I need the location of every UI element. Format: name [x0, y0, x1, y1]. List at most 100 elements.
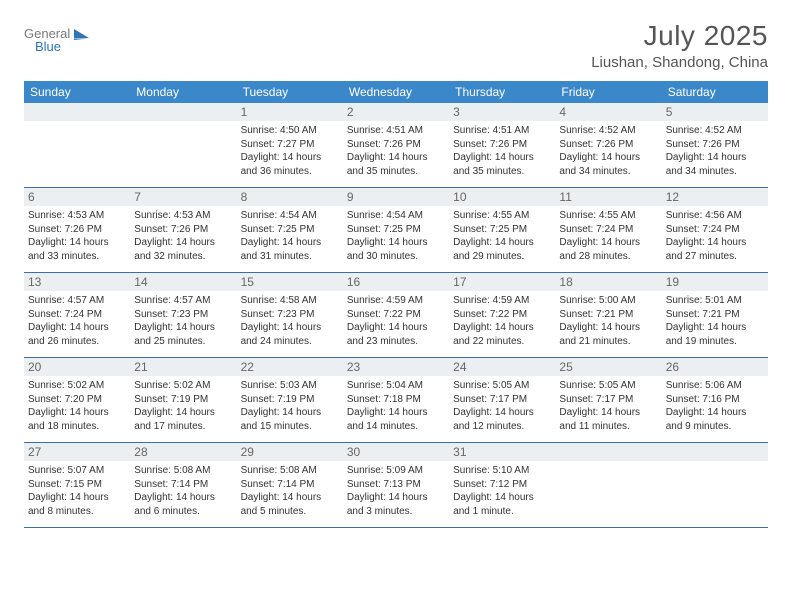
day-cell: 16 Sunrise: 4:59 AMSunset: 7:22 PMDayligh…	[343, 273, 449, 357]
day-number: 21	[130, 358, 236, 376]
logo-icon: General Blue	[24, 20, 124, 60]
day-cell: 13Sunrise: 4:57 AMSunset: 7:24 PMDayligh…	[24, 273, 130, 357]
day-details: Sunrise: 4:57 AMSunset: 7:23 PMDaylight:…	[134, 294, 232, 348]
week-row: 1 Sunrise: 4:50 AMSunset: 7:27 PMDaylight…	[24, 103, 768, 188]
dow-header-saturday: Saturday	[662, 81, 768, 103]
day-details: Sunrise: 5:08 AMSunset: 7:14 PMDaylight:…	[241, 464, 339, 518]
day-number: 5	[662, 103, 768, 121]
day-cell-empty	[130, 103, 236, 187]
day-number: 28	[130, 443, 236, 461]
week-row: 20Sunrise: 5:02 AMSunset: 7:20 PMDayligh…	[24, 358, 768, 443]
day-number: 11	[555, 188, 661, 206]
day-details: Sunrise: 4:53 AMSunset: 7:26 PMDaylight:…	[28, 209, 126, 263]
day-cell: 12 Sunrise: 4:56 AMSunset: 7:24 PMDayligh…	[662, 188, 768, 272]
brand-logo: General Blue	[24, 20, 124, 60]
day-number: 4	[555, 103, 661, 121]
day-details: Sunrise: 4:51 AMSunset: 7:26 PMDaylight:…	[347, 124, 445, 178]
day-cell: 5 Sunrise: 4:52 AMSunset: 7:26 PMDaylight…	[662, 103, 768, 187]
day-cell: 11 Sunrise: 4:55 AMSunset: 7:24 PMDayligh…	[555, 188, 661, 272]
day-details: Sunrise: 4:58 AMSunset: 7:23 PMDaylight:…	[241, 294, 339, 348]
day-number: 8	[237, 188, 343, 206]
location-label: Liushan, Shandong, China	[591, 54, 768, 71]
day-number	[24, 103, 130, 121]
day-cell: 17 Sunrise: 4:59 AMSunset: 7:22 PMDayligh…	[449, 273, 555, 357]
day-details: Sunrise: 4:56 AMSunset: 7:24 PMDaylight:…	[666, 209, 764, 263]
month-title: July 2025	[591, 20, 768, 52]
day-number: 9	[343, 188, 449, 206]
day-number: 18	[555, 273, 661, 291]
day-number: 23	[343, 358, 449, 376]
day-details: Sunrise: 4:54 AMSunset: 7:25 PMDaylight:…	[347, 209, 445, 263]
day-cell: 21 Sunrise: 5:02 AMSunset: 7:19 PMDayligh…	[130, 358, 236, 442]
day-details: Sunrise: 5:02 AMSunset: 7:20 PMDaylight:…	[28, 379, 126, 433]
header-row: General Blue July 2025 Liushan, Shandong…	[24, 20, 768, 71]
day-number: 12	[662, 188, 768, 206]
day-number: 30	[343, 443, 449, 461]
day-number: 7	[130, 188, 236, 206]
day-cell: 26Sunrise: 5:06 AMSunset: 7:16 PMDayligh…	[662, 358, 768, 442]
day-cell: 9 Sunrise: 4:54 AMSunset: 7:25 PMDaylight…	[343, 188, 449, 272]
day-details: Sunrise: 4:52 AMSunset: 7:26 PMDaylight:…	[559, 124, 657, 178]
day-cell: 23 Sunrise: 5:04 AMSunset: 7:18 PMDayligh…	[343, 358, 449, 442]
day-cell: 22Sunrise: 5:03 AMSunset: 7:19 PMDayligh…	[237, 358, 343, 442]
dow-header-friday: Friday	[555, 81, 661, 103]
day-details: Sunrise: 4:50 AMSunset: 7:27 PMDaylight:…	[241, 124, 339, 178]
day-cell: 14 Sunrise: 4:57 AMSunset: 7:23 PMDayligh…	[130, 273, 236, 357]
day-cell-empty	[662, 443, 768, 527]
day-details: Sunrise: 5:06 AMSunset: 7:16 PMDaylight:…	[666, 379, 764, 433]
day-number: 14	[130, 273, 236, 291]
day-cell: 20Sunrise: 5:02 AMSunset: 7:20 PMDayligh…	[24, 358, 130, 442]
logo-word2: Blue	[35, 39, 61, 54]
day-number: 27	[24, 443, 130, 461]
calendar-grid: SundayMondayTuesdayWednesdayThursdayFrid…	[24, 81, 768, 528]
day-number: 19	[662, 273, 768, 291]
day-cell: 19 Sunrise: 5:01 AMSunset: 7:21 PMDayligh…	[662, 273, 768, 357]
calendar-page: General Blue July 2025 Liushan, Shandong…	[0, 0, 792, 548]
day-details: Sunrise: 4:59 AMSunset: 7:22 PMDaylight:…	[453, 294, 551, 348]
day-cell: 2 Sunrise: 4:51 AMSunset: 7:26 PMDaylight…	[343, 103, 449, 187]
day-details: Sunrise: 4:55 AMSunset: 7:24 PMDaylight:…	[559, 209, 657, 263]
day-number: 10	[449, 188, 555, 206]
day-details: Sunrise: 5:01 AMSunset: 7:21 PMDaylight:…	[666, 294, 764, 348]
day-details: Sunrise: 5:05 AMSunset: 7:17 PMDaylight:…	[559, 379, 657, 433]
day-cell: 15 Sunrise: 4:58 AMSunset: 7:23 PMDayligh…	[237, 273, 343, 357]
day-number: 2	[343, 103, 449, 121]
day-number: 17	[449, 273, 555, 291]
day-details: Sunrise: 4:55 AMSunset: 7:25 PMDaylight:…	[453, 209, 551, 263]
day-cell: 3Sunrise: 4:51 AMSunset: 7:26 PMDaylight…	[449, 103, 555, 187]
day-number: 22	[237, 358, 343, 376]
day-cell: 24 Sunrise: 5:05 AMSunset: 7:17 PMDayligh…	[449, 358, 555, 442]
day-details: Sunrise: 4:54 AMSunset: 7:25 PMDaylight:…	[241, 209, 339, 263]
title-block: July 2025 Liushan, Shandong, China	[591, 20, 768, 71]
day-details: Sunrise: 5:02 AMSunset: 7:19 PMDaylight:…	[134, 379, 232, 433]
day-number: 24	[449, 358, 555, 376]
day-cell: 31 Sunrise: 5:10 AMSunset: 7:12 PMDayligh…	[449, 443, 555, 527]
logo-hull-icon	[74, 39, 88, 41]
day-details: Sunrise: 5:10 AMSunset: 7:12 PMDaylight:…	[453, 464, 551, 518]
day-number	[130, 103, 236, 121]
day-number: 13	[24, 273, 130, 291]
day-cell: 29Sunrise: 5:08 AMSunset: 7:14 PMDayligh…	[237, 443, 343, 527]
day-details: Sunrise: 4:51 AMSunset: 7:26 PMDaylight:…	[453, 124, 551, 178]
day-number: 31	[449, 443, 555, 461]
day-cell: 27Sunrise: 5:07 AMSunset: 7:15 PMDayligh…	[24, 443, 130, 527]
day-number: 15	[237, 273, 343, 291]
day-details: Sunrise: 5:05 AMSunset: 7:17 PMDaylight:…	[453, 379, 551, 433]
day-details: Sunrise: 4:52 AMSunset: 7:26 PMDaylight:…	[666, 124, 764, 178]
week-row: 6Sunrise: 4:53 AMSunset: 7:26 PMDaylight…	[24, 188, 768, 273]
day-cell: 25Sunrise: 5:05 AMSunset: 7:17 PMDayligh…	[555, 358, 661, 442]
day-cell: 18 Sunrise: 5:00 AMSunset: 7:21 PMDayligh…	[555, 273, 661, 357]
week-row: 13Sunrise: 4:57 AMSunset: 7:24 PMDayligh…	[24, 273, 768, 358]
day-details: Sunrise: 5:04 AMSunset: 7:18 PMDaylight:…	[347, 379, 445, 433]
day-details: Sunrise: 4:53 AMSunset: 7:26 PMDaylight:…	[134, 209, 232, 263]
day-number: 16	[343, 273, 449, 291]
day-cell-empty	[555, 443, 661, 527]
dayofweek-header-row: SundayMondayTuesdayWednesdayThursdayFrid…	[24, 81, 768, 103]
day-details: Sunrise: 4:59 AMSunset: 7:22 PMDaylight:…	[347, 294, 445, 348]
day-cell: 8 Sunrise: 4:54 AMSunset: 7:25 PMDaylight…	[237, 188, 343, 272]
day-cell: 28Sunrise: 5:08 AMSunset: 7:14 PMDayligh…	[130, 443, 236, 527]
week-row: 27Sunrise: 5:07 AMSunset: 7:15 PMDayligh…	[24, 443, 768, 528]
day-details: Sunrise: 5:00 AMSunset: 7:21 PMDaylight:…	[559, 294, 657, 348]
day-number: 1	[237, 103, 343, 121]
logo-sail-icon	[74, 29, 89, 38]
